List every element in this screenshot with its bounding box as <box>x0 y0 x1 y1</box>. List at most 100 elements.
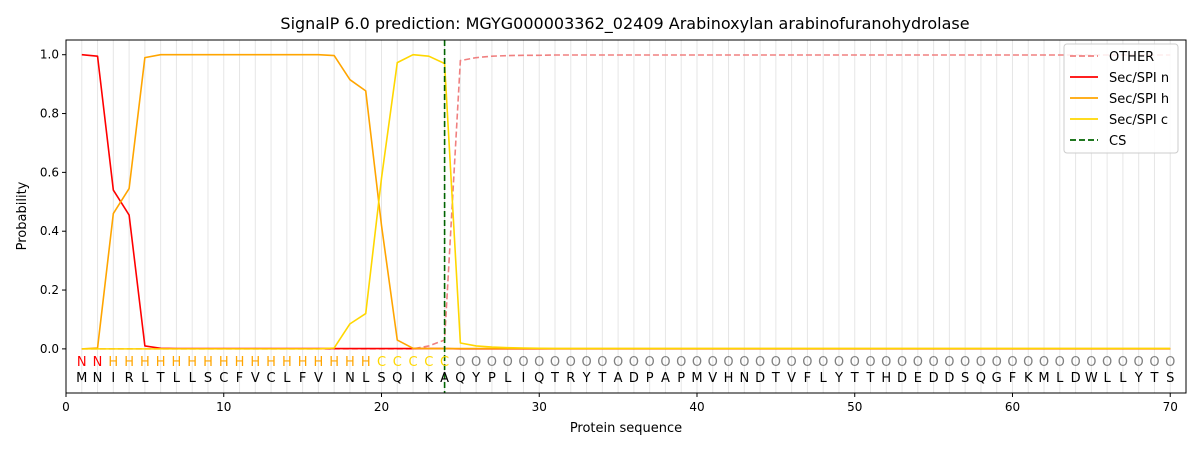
residue-letter: H <box>724 371 734 386</box>
region-label: O <box>645 355 655 370</box>
region-label: H <box>266 355 276 370</box>
residue-letter: G <box>992 371 1002 386</box>
vertical-grid <box>81 40 1171 393</box>
residue-letter: T <box>771 371 780 386</box>
residue-letter: P <box>677 371 685 386</box>
residue-letter: S <box>1166 371 1174 386</box>
residue-letter: F <box>236 371 243 386</box>
residue-letter: N <box>739 371 749 386</box>
region-label: O <box>850 355 860 370</box>
region-label: O <box>755 355 765 370</box>
residue-letter: F <box>299 371 306 386</box>
residue-letter: Y <box>582 371 591 386</box>
region-label: H <box>219 355 229 370</box>
residue-letter: Q <box>392 371 402 386</box>
region-label: H <box>124 355 134 370</box>
legend-label: OTHER <box>1109 50 1154 65</box>
region-label: O <box>723 355 733 370</box>
legend-label: Sec/SPI c <box>1109 113 1168 128</box>
region-label: O <box>518 355 528 370</box>
residue-letter: N <box>93 371 103 386</box>
residue-letter: T <box>866 371 875 386</box>
region-label: O <box>787 355 797 370</box>
region-label: O <box>771 355 781 370</box>
residue-letter: F <box>804 371 811 386</box>
residue-letter: S <box>204 371 212 386</box>
residue-letter: L <box>283 371 291 386</box>
residue-letter: S <box>961 371 969 386</box>
region-label: O <box>881 355 891 370</box>
residue-letter: V <box>708 371 717 386</box>
residue-letter: C <box>267 371 276 386</box>
residue-letter: L <box>362 371 370 386</box>
region-label: O <box>928 355 938 370</box>
y-tick-label: 0.0 <box>40 342 59 356</box>
residue-letter: L <box>820 371 828 386</box>
residue-letter: Q <box>455 371 465 386</box>
region-label: O <box>1070 355 1080 370</box>
residue-letter: E <box>914 371 922 386</box>
residue-letter: T <box>156 371 165 386</box>
region-label: O <box>613 355 623 370</box>
chart-title: SignalP 6.0 prediction: MGYG000003362_02… <box>280 14 969 34</box>
region-label: O <box>1102 355 1112 370</box>
residue-letter: L <box>1119 371 1127 386</box>
residue-letter: Y <box>1134 371 1143 386</box>
residue-letter: L <box>504 371 512 386</box>
legend: OTHER Sec/SPI n Sec/SPI h Sec/SPI c CS <box>1063 43 1179 154</box>
series-line-sec-spi-h <box>81 53 1171 350</box>
residue-letter: I <box>522 371 526 386</box>
region-label: O <box>487 355 497 370</box>
residue-letter: K <box>1024 371 1033 386</box>
residue-letter: V <box>314 371 323 386</box>
x-tick-label: 60 <box>1005 400 1020 414</box>
region-label: O <box>1055 355 1065 370</box>
residue-letter: S <box>377 371 385 386</box>
x-tick-label: 0 <box>62 400 70 414</box>
y-tick-label: 0.2 <box>40 283 59 297</box>
legend-label: Sec/SPI h <box>1109 92 1169 107</box>
region-label: O <box>471 355 481 370</box>
residue-letter: T <box>1149 371 1158 386</box>
residue-letter: M <box>1038 371 1049 386</box>
region-label: O <box>692 355 702 370</box>
residue-letter: T <box>597 371 606 386</box>
residue-letter: K <box>425 371 434 386</box>
region-label: O <box>944 355 954 370</box>
region-label: O <box>455 355 465 370</box>
residue-letter: W <box>1085 371 1098 386</box>
region-label: O <box>960 355 970 370</box>
region-label: O <box>503 355 513 370</box>
residue-letter: R <box>125 371 134 386</box>
residue-letter: D <box>1071 371 1081 386</box>
legend-label: Sec/SPI n <box>1109 71 1169 86</box>
residue-letter: F <box>1009 371 1016 386</box>
region-label: H <box>361 355 371 370</box>
series-line-other <box>81 54 1171 350</box>
residue-letter: A <box>614 371 623 386</box>
region-label: O <box>1149 355 1159 370</box>
legend-label: CS <box>1109 134 1126 149</box>
region-label: O <box>676 355 686 370</box>
x-tick-label: 20 <box>374 400 389 414</box>
x-tick-label: 40 <box>689 400 704 414</box>
region-label: O <box>834 355 844 370</box>
y-tick-label: 0.6 <box>40 165 59 179</box>
region-label: O <box>976 355 986 370</box>
residue-letter: N <box>345 371 355 386</box>
residue-letter: A <box>440 371 449 386</box>
residue-letter: P <box>488 371 496 386</box>
residue-letter: L <box>1104 371 1112 386</box>
residue-labels: NMNNHIHRHLHTHLHLHSHCHFHVHCHLHFHVHIHNHLCS… <box>76 355 1175 386</box>
region-label: O <box>581 355 591 370</box>
region-label: H <box>172 355 182 370</box>
region-label: H <box>250 355 260 370</box>
residue-letter: Q <box>534 371 544 386</box>
region-label: O <box>708 355 718 370</box>
residue-letter: T <box>850 371 859 386</box>
region-label: H <box>187 355 197 370</box>
x-axis-ticks: 0 10 20 30 40 50 60 70 <box>62 393 1178 414</box>
region-label: O <box>1134 355 1144 370</box>
residue-letter: Q <box>976 371 986 386</box>
